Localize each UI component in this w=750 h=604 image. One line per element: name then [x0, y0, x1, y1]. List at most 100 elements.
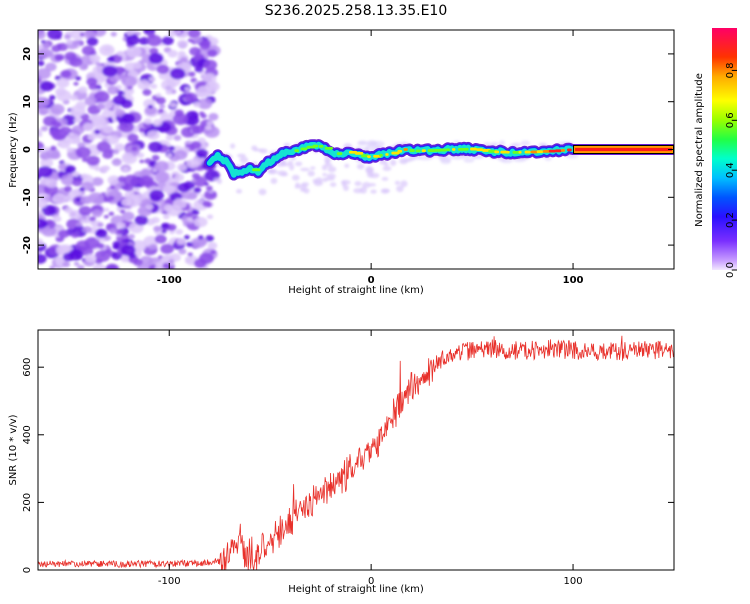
noise-blob — [196, 148, 208, 158]
ridge-hotspot — [506, 150, 510, 154]
noise-blob — [148, 52, 164, 65]
noise-blob — [176, 163, 188, 172]
noise-blob — [167, 49, 178, 58]
noise-blob — [80, 195, 92, 205]
noise-blob — [156, 64, 170, 75]
noise-blob — [52, 215, 62, 223]
noise-blob — [97, 222, 104, 228]
noise-blob — [294, 161, 303, 167]
noise-blob — [114, 143, 125, 152]
ridge-hotspot — [324, 146, 334, 150]
noise-blob — [40, 157, 54, 168]
noise-blob — [95, 229, 108, 239]
noise-blob — [197, 98, 213, 110]
noise-blob — [58, 163, 67, 171]
noise-blob — [132, 61, 142, 70]
noise-blob — [79, 32, 85, 37]
noise-blob — [78, 86, 88, 94]
noise-blob — [192, 173, 200, 179]
noise-blob — [344, 163, 350, 168]
noise-blob — [112, 245, 118, 250]
noise-blob — [498, 140, 506, 147]
noise-blob — [287, 160, 294, 165]
noise-blob — [70, 105, 86, 117]
ridge-hotspot — [536, 150, 544, 154]
noise-blob — [124, 191, 135, 200]
noise-blob — [96, 141, 111, 153]
spectrogram-xlabel: Height of straight line (km) — [288, 285, 424, 296]
noise-blob — [148, 76, 156, 82]
noise-blob — [106, 135, 120, 145]
noise-blob — [325, 163, 333, 168]
snr-ticks: -100 0 100 0 200 400 600 — [22, 330, 674, 587]
noise-blob — [57, 229, 70, 239]
noise-blob — [307, 170, 315, 177]
ridge-hotspot — [524, 150, 531, 154]
noise-blob — [114, 66, 125, 75]
noise-blob — [50, 145, 57, 151]
colorbar-label: Normalized spectral amplitude — [694, 73, 705, 227]
noise-blob — [91, 117, 107, 129]
noise-blob — [291, 174, 300, 181]
noise-blob — [167, 223, 177, 231]
noise-blob — [167, 30, 177, 37]
snr-xtick-label: 0 — [368, 576, 374, 587]
noise-blob — [161, 79, 176, 91]
noise-blob — [356, 163, 365, 170]
noise-blob — [197, 235, 204, 240]
noise-blob — [187, 38, 193, 43]
noise-blob — [56, 78, 70, 88]
noise-blob — [38, 53, 41, 58]
noise-blob — [161, 36, 174, 46]
noise-blob — [202, 266, 209, 269]
noise-blob — [42, 42, 50, 48]
noise-blob — [38, 106, 49, 116]
ridge-hotspot — [409, 149, 415, 152]
spectrogram-xtick-label: 0 — [368, 275, 375, 286]
noise-blob — [187, 252, 193, 257]
noise-blob — [94, 129, 101, 135]
noise-blob — [60, 174, 76, 186]
colorbar-tick-label: 0.0 — [725, 262, 736, 278]
spectrogram-ytick-label: 0 — [22, 146, 33, 153]
noise-blob — [94, 197, 104, 205]
spectrogram-ytick-label: -10 — [22, 188, 33, 206]
noise-blob — [169, 102, 177, 108]
ridge-hotspot — [373, 154, 382, 158]
noise-blob — [109, 228, 117, 234]
noise-blob — [165, 89, 173, 95]
colorbar-gradient — [712, 28, 737, 270]
noise-blob — [117, 51, 124, 57]
noise-blob — [66, 39, 73, 45]
noise-blob — [105, 263, 120, 269]
noise-blob — [111, 158, 122, 166]
noise-blob — [143, 118, 153, 125]
noise-blob — [69, 57, 83, 67]
noise-blob — [121, 198, 132, 207]
noise-blob — [202, 200, 211, 207]
noise-blob — [38, 68, 51, 80]
noise-blob — [104, 235, 112, 241]
noise-blob — [76, 222, 83, 228]
noise-blob — [369, 172, 380, 179]
noise-blob — [501, 158, 513, 164]
noise-blob — [150, 83, 158, 89]
noise-blob — [50, 151, 61, 160]
noise-blob — [396, 185, 404, 193]
noise-blob — [366, 140, 378, 147]
noise-blob — [84, 253, 97, 263]
noise-blob — [251, 145, 258, 151]
noise-blob — [52, 193, 67, 205]
snr-ytick-label: 600 — [22, 358, 33, 377]
noise-blob — [55, 87, 67, 97]
noise-blob — [343, 185, 349, 191]
noise-blob — [75, 146, 91, 159]
noise-blob — [186, 158, 200, 169]
noise-blob — [134, 215, 149, 226]
noise-blob — [107, 175, 120, 185]
noise-blob — [207, 49, 218, 57]
figure-title: S236.2025.258.13.35.E10 — [265, 3, 448, 19]
noise-blob — [155, 96, 166, 105]
noise-blob — [91, 209, 103, 218]
